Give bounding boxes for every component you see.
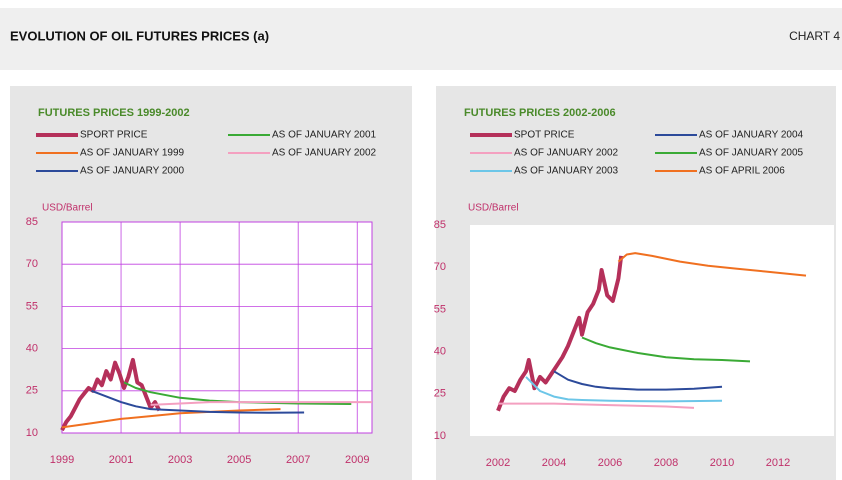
chart-title: FUTURES PRICES 2002-2006 bbox=[464, 107, 616, 119]
y-tick-label: 70 bbox=[434, 261, 446, 273]
series-line bbox=[91, 389, 305, 414]
y-tick-label: 55 bbox=[434, 303, 446, 315]
series-line bbox=[617, 252, 807, 277]
legend-label: AS OF JANUARY 2002 bbox=[514, 148, 619, 159]
series-line bbox=[150, 401, 372, 406]
series-line bbox=[581, 336, 751, 363]
legend-label: SPOT PRICE bbox=[514, 130, 575, 141]
legend-label: AS OF JANUARY 1999 bbox=[80, 148, 185, 159]
y-tick-label: 25 bbox=[26, 385, 38, 397]
legend-label: AS OF JANUARY 2005 bbox=[699, 148, 804, 159]
y-tick-label: 85 bbox=[434, 219, 446, 231]
series-line bbox=[123, 381, 352, 405]
series-line bbox=[61, 408, 281, 429]
y-tick-label: 40 bbox=[434, 346, 446, 358]
legend-label: AS OF JANUARY 2003 bbox=[514, 166, 619, 177]
legend-label: AS OF JANUARY 2004 bbox=[699, 130, 804, 141]
chart-title: FUTURES PRICES 1999-2002 bbox=[38, 107, 190, 119]
x-tick-label: 2009 bbox=[345, 454, 369, 466]
page-title: EVOLUTION OF OIL FUTURES PRICES (a) bbox=[10, 28, 269, 43]
y-tick-label: 10 bbox=[434, 430, 446, 442]
y-tick-label: 25 bbox=[434, 388, 446, 400]
y-tick-label: 40 bbox=[26, 343, 38, 355]
legend-label: AS OF JANUARY 2001 bbox=[272, 130, 377, 141]
x-tick-label: 2005 bbox=[227, 454, 251, 466]
x-tick-label: 2001 bbox=[109, 454, 133, 466]
series-line bbox=[60, 357, 162, 432]
x-tick-label: 2007 bbox=[286, 454, 310, 466]
y-tick-label: 85 bbox=[26, 216, 38, 228]
x-tick-label: 1999 bbox=[50, 454, 74, 466]
y-tick-label: 55 bbox=[26, 300, 38, 312]
legend-label: AS OF APRIL 2006 bbox=[699, 166, 785, 177]
series-line bbox=[498, 402, 695, 409]
legend-label: AS OF JANUARY 2002 bbox=[272, 148, 377, 159]
x-tick-label: 2002 bbox=[486, 457, 510, 469]
header-bar bbox=[0, 8, 842, 70]
chart-label: CHART 4 bbox=[789, 29, 840, 43]
y-tick-label: 10 bbox=[26, 427, 38, 439]
x-tick-label: 2010 bbox=[710, 457, 734, 469]
plot-area bbox=[61, 221, 373, 434]
x-tick-label: 2012 bbox=[766, 457, 790, 469]
series-line bbox=[496, 255, 624, 412]
x-tick-label: 2004 bbox=[542, 457, 566, 469]
x-tick-label: 2006 bbox=[598, 457, 622, 469]
y-axis-label: USD/Barrel bbox=[468, 203, 519, 214]
x-tick-label: 2003 bbox=[168, 454, 192, 466]
y-tick-label: 70 bbox=[26, 258, 38, 270]
series-line bbox=[525, 376, 723, 403]
legend-label: SPORT PRICE bbox=[80, 130, 148, 141]
legend-label: AS OF JANUARY 2000 bbox=[80, 166, 185, 177]
y-axis-label: USD/Barrel bbox=[42, 203, 93, 214]
x-tick-label: 2008 bbox=[654, 457, 678, 469]
series-line bbox=[553, 370, 723, 391]
